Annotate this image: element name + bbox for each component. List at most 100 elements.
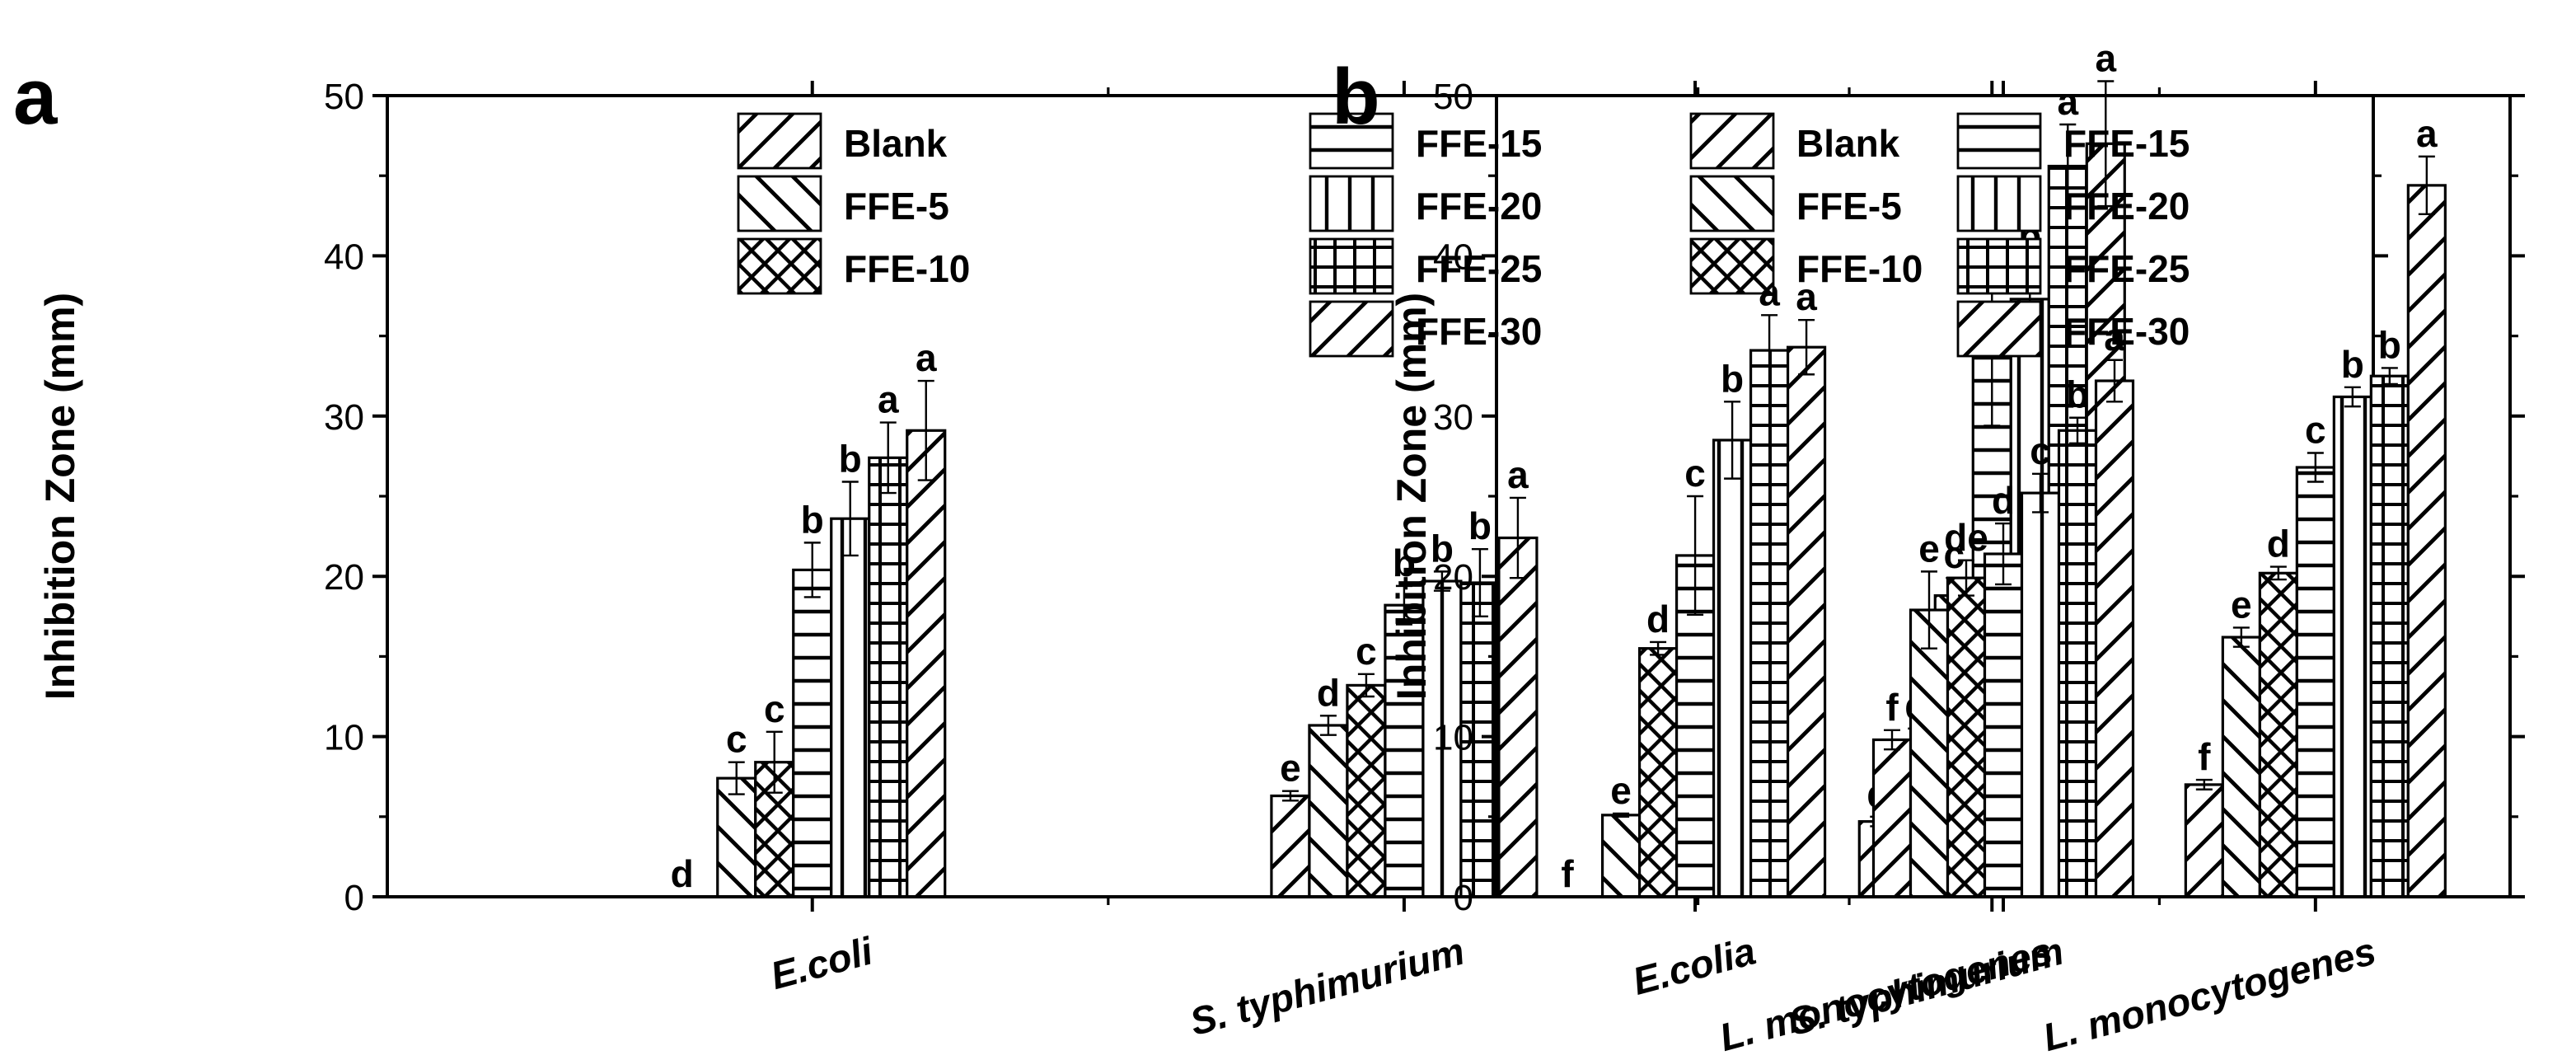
significance-label: c	[1356, 630, 1377, 673]
significance-label: f	[1885, 686, 1899, 729]
legend-label: FFE-10	[1796, 247, 1923, 290]
y-tick-label: 30	[324, 397, 364, 438]
significance-label: b	[1393, 542, 1416, 584]
legend-swatch	[1956, 300, 2042, 358]
bar-ffe-5-1	[716, 776, 757, 898]
bar-ffe-15-2	[1983, 552, 2024, 898]
panel-label: b	[1332, 53, 1380, 141]
bar-ffe-25-1	[1749, 349, 1790, 898]
significance-label: a	[1507, 453, 1529, 496]
legend-label: FFE-20	[2063, 185, 2190, 227]
significance-label: e	[1610, 769, 1632, 812]
significance-label: b	[1721, 357, 1744, 400]
significance-label: c	[2305, 409, 2326, 452]
bar-ffe-5-1	[1600, 814, 1642, 898]
significance-label: b	[839, 438, 862, 481]
bar-blank-2	[1871, 738, 1913, 898]
legend-label: Blank	[1796, 122, 1900, 165]
bar-ffe-15-1	[792, 568, 833, 898]
y-tick-label: 0	[344, 878, 364, 918]
legend-swatch	[1956, 237, 2042, 295]
legend-swatch	[1956, 175, 2042, 232]
significance-label: a	[2104, 316, 2125, 359]
significance-label: b	[2341, 343, 2364, 386]
legend-swatch	[737, 112, 822, 170]
legend-swatch	[1689, 237, 1775, 295]
y-tick-label: 40	[324, 237, 364, 277]
significance-label: d	[671, 852, 694, 895]
significance-label: a	[2057, 80, 2078, 123]
legend-label: Blank	[844, 122, 948, 165]
y-tick-label: 10	[1433, 718, 1473, 758]
significance-label: a	[878, 378, 899, 421]
bar-ffe-30-2	[1497, 536, 1539, 898]
legend-swatch	[1956, 112, 2042, 170]
category-label: S. typhimurium	[1185, 928, 1468, 1044]
bar-ffe-25-1	[868, 456, 909, 898]
bar-ffe-30-1	[906, 429, 947, 898]
significance-label: b	[2066, 373, 2089, 416]
bar-ffe-30-2	[2094, 379, 2135, 898]
panel-label: a	[13, 53, 58, 141]
bar-ffe-5-2	[1308, 724, 1349, 898]
bar-blank-3	[2184, 783, 2224, 898]
y-tick-label: 20	[324, 557, 364, 598]
y-tick-label: 50	[1433, 77, 1473, 117]
bar-ffe-20-2	[2020, 491, 2061, 898]
legend-label: FFE-25	[1416, 247, 1542, 290]
bar-blank-2	[1270, 794, 1311, 898]
y-tick-label: 40	[1433, 237, 1473, 277]
bar-ffe-15-3	[2295, 466, 2335, 898]
significance-label: e	[2231, 583, 2252, 626]
bar-ffe-25-3	[2369, 374, 2410, 898]
y-axis-title: Inhibition Zone (mm)	[1389, 293, 1435, 700]
legend-swatch	[737, 175, 822, 232]
legend-swatch	[1309, 175, 1394, 232]
legend-label: FFE-15	[2063, 122, 2190, 165]
legend-label: FFE-25	[2063, 247, 2190, 290]
bar-ffe-10-2	[1946, 576, 1987, 898]
significance-label: d	[2267, 523, 2290, 565]
bar-ffe-20-1	[1712, 439, 1753, 898]
significance-label: a	[916, 336, 937, 379]
significance-label: e	[1918, 527, 1940, 570]
significance-label: c	[764, 687, 785, 730]
y-axis-title: Inhibition Zone (mm)	[37, 293, 83, 700]
significance-label: d	[1317, 671, 1340, 714]
legend-swatch	[737, 237, 822, 295]
bar-ffe-20-1	[830, 517, 871, 898]
y-tick-label: 20	[1433, 557, 1473, 598]
category-label: E.colia	[1628, 928, 1760, 1002]
legend-swatch	[1309, 112, 1394, 170]
category-label: E.coli	[766, 928, 878, 997]
bar-ffe-10-3	[2258, 571, 2298, 898]
bar-ffe-30-1	[1786, 345, 1827, 898]
legend-swatch	[1689, 112, 1775, 170]
bar-ffe-5-3	[2221, 636, 2261, 898]
significance-label: b	[1468, 504, 1492, 547]
significance-label: f	[2198, 735, 2211, 778]
legend-label: FFE-5	[1796, 185, 1902, 227]
bar-ffe-20-3	[2332, 395, 2372, 898]
bar-ffe-10-1	[1637, 647, 1679, 898]
significance-label: c	[2030, 429, 2051, 472]
significance-label: e	[1280, 747, 1301, 790]
legend-label: FFE-5	[844, 185, 949, 227]
significance-label: a	[2095, 37, 2116, 80]
bar-ffe-30-3	[2406, 184, 2447, 898]
legend-label: FFE-30	[2063, 310, 2190, 353]
legend-label: FFE-15	[1416, 122, 1542, 165]
significance-label: f	[1561, 852, 1574, 895]
legend-swatch	[1689, 175, 1775, 232]
bar-ffe-10-2	[1346, 683, 1387, 898]
significance-label: c	[726, 718, 747, 761]
legend-swatch	[1309, 300, 1394, 358]
y-tick-label: 10	[324, 718, 364, 758]
significance-label: de	[1944, 516, 1988, 559]
legend-label: FFE-20	[1416, 185, 1542, 227]
y-tick-label: 50	[324, 77, 364, 117]
significance-label: c	[1684, 452, 1706, 495]
bar-ffe-25-2	[2057, 429, 2098, 898]
